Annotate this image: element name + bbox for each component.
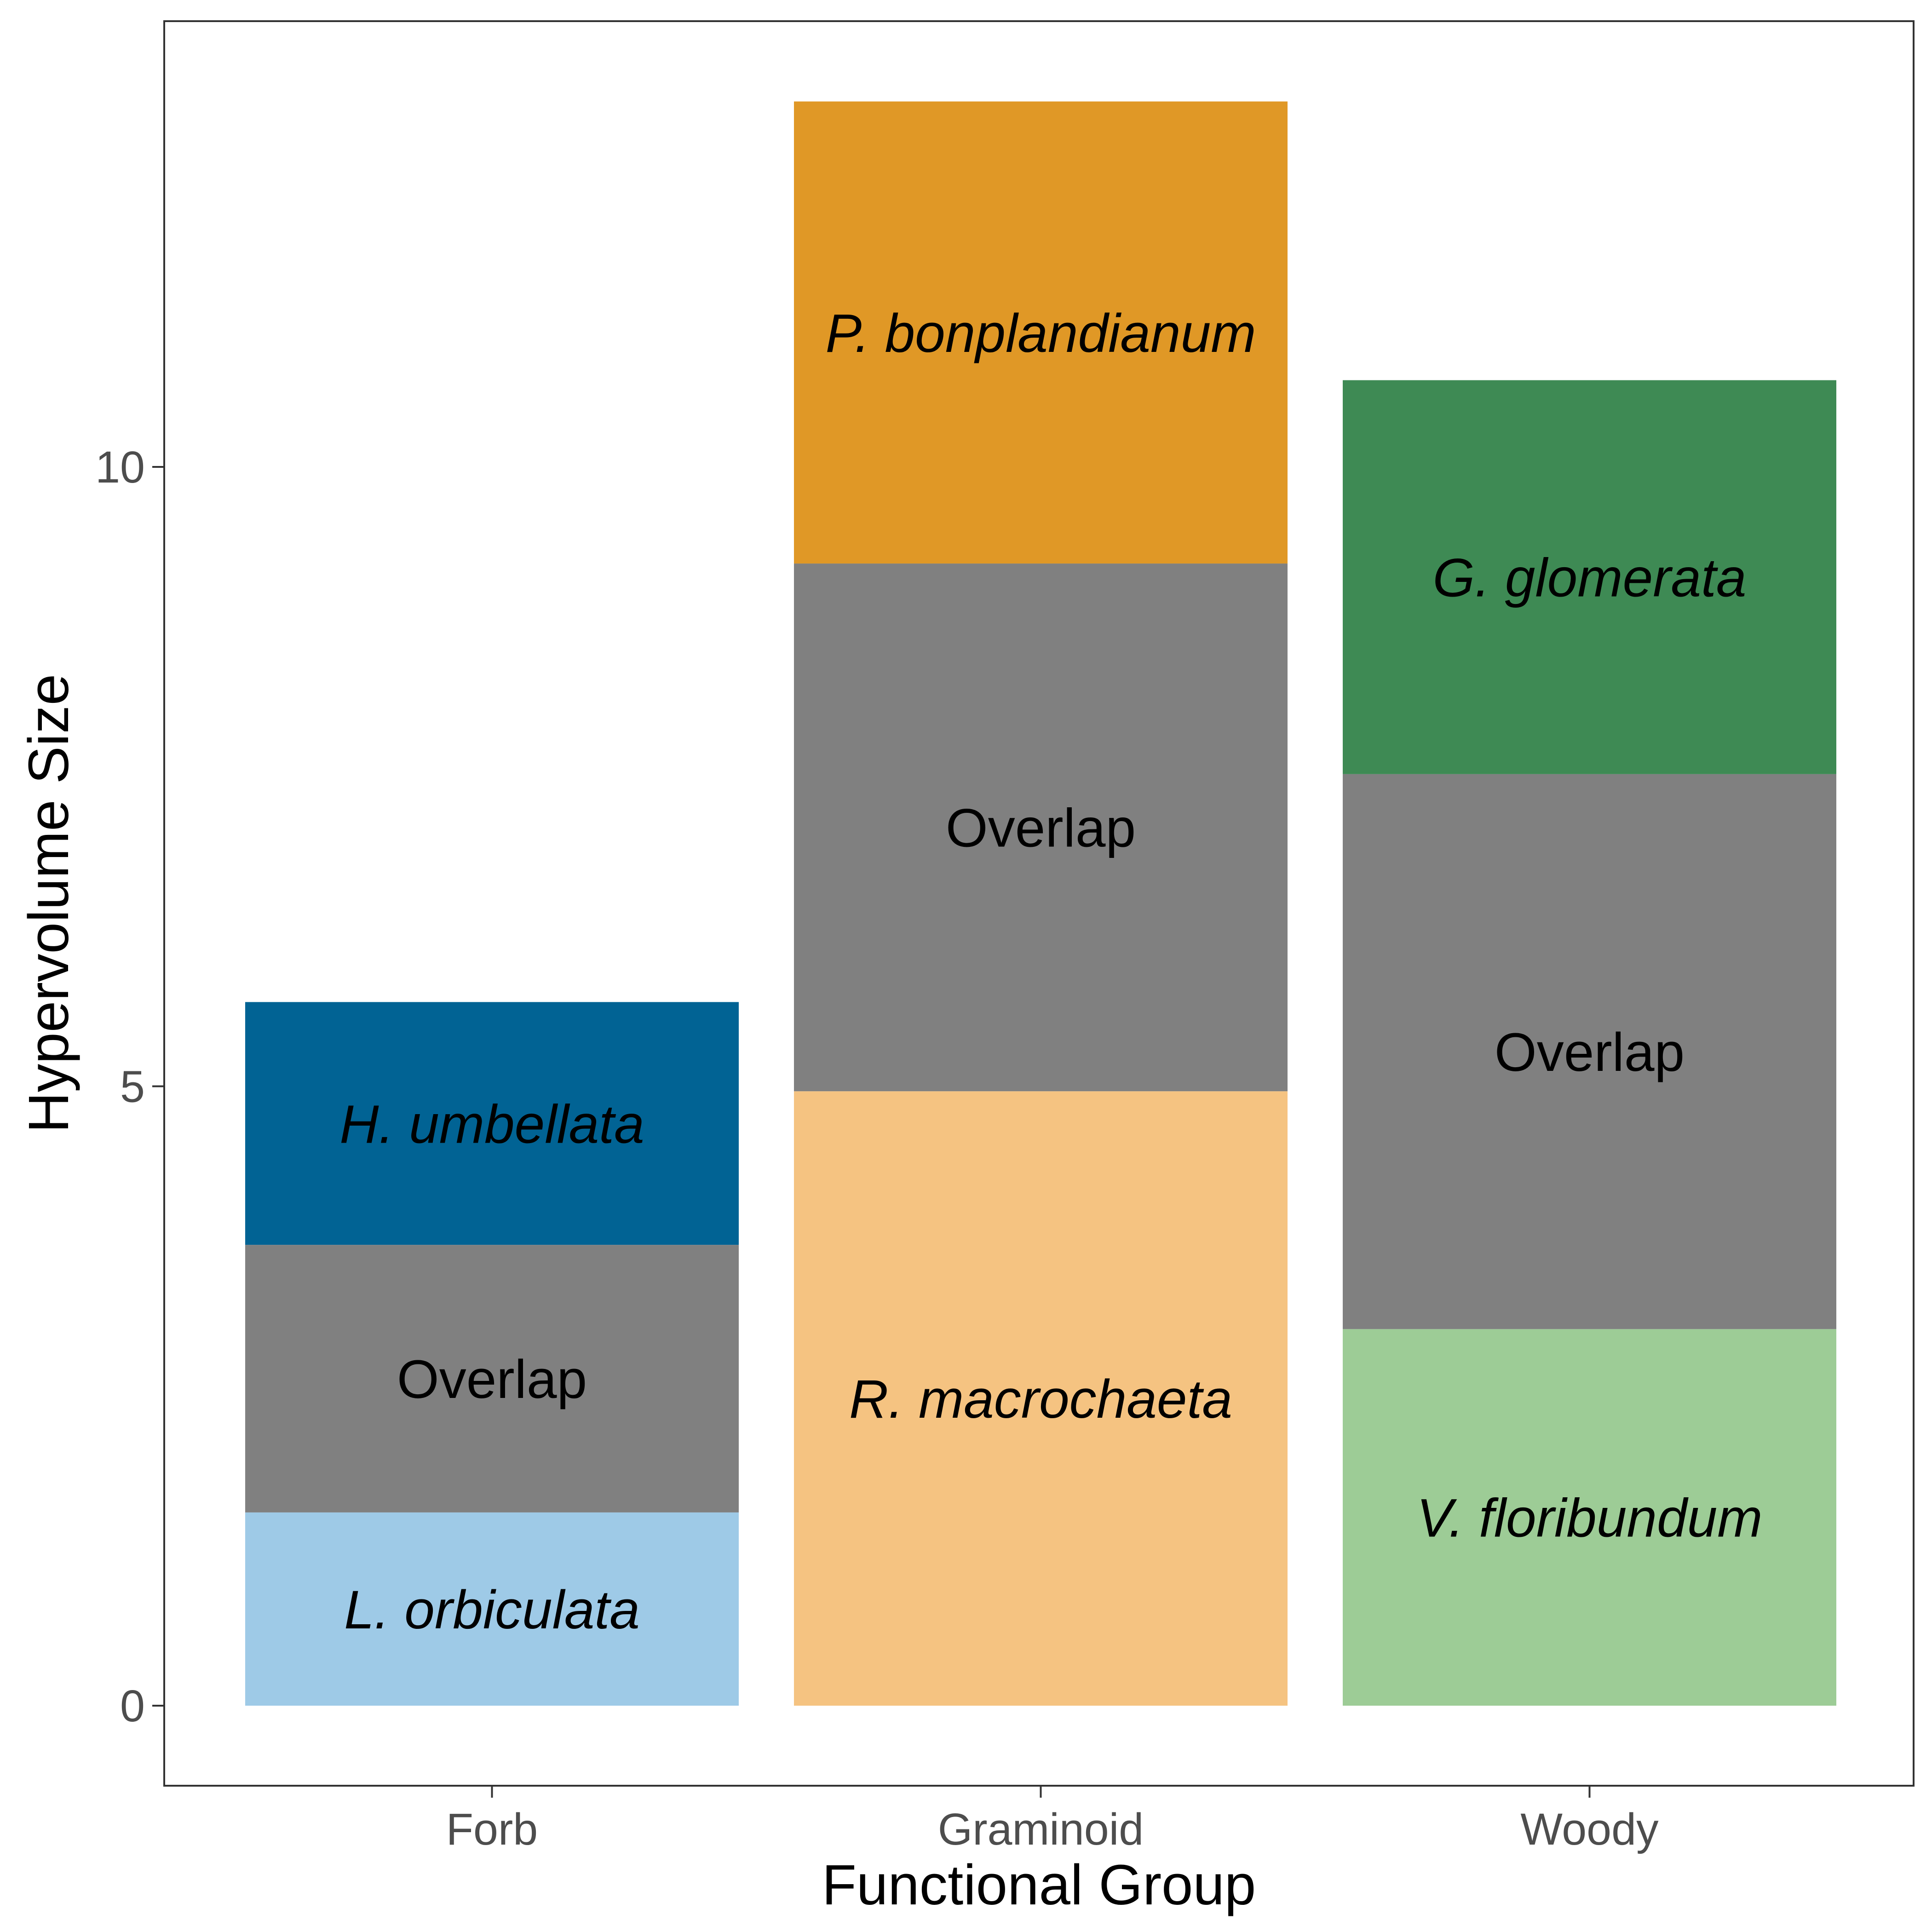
- segment-label-p-bonplandianum: P. bonplandianum: [825, 303, 1256, 364]
- y-tick-label: 0: [120, 1681, 145, 1731]
- bar-segment-overlap: [245, 1245, 739, 1512]
- bar-stack-woody: V. floribundum Overlap G. glomerata: [1343, 380, 1836, 1706]
- segment-label-v-floribundum: V. floribundum: [1416, 1488, 1762, 1549]
- bar-segment-overlap: [1343, 774, 1836, 1329]
- plot-panel-border: [163, 20, 1915, 1787]
- x-tick-label-woody: Woody: [1520, 1804, 1659, 1854]
- bar-stack-graminoid: R. macrochaeta Overlap P. bonplandianum: [794, 101, 1288, 1706]
- bar-segment-r-macrochaeta: [794, 1091, 1288, 1706]
- segment-label-r-macrochaeta: R. macrochaeta: [849, 1369, 1232, 1430]
- segment-label-l-orbiculata: L. orbiculata: [344, 1580, 640, 1640]
- segment-label-h-umbellata: H. umbellata: [339, 1094, 644, 1155]
- y-axis: 0 5 10: [95, 442, 164, 1731]
- bar-segment-overlap: [794, 564, 1288, 1092]
- bar-segment-l-orbiculata: [245, 1512, 739, 1706]
- segment-label-overlap: Overlap: [946, 798, 1136, 859]
- y-tick-label: 5: [120, 1062, 145, 1112]
- x-tick-label-graminoid: Graminoid: [938, 1804, 1144, 1854]
- bar-stack-forb: L. orbiculata Overlap H. umbellata: [245, 1002, 739, 1706]
- x-tick-label-forb: Forb: [446, 1804, 538, 1854]
- y-axis-title: Hypervolume Size: [17, 674, 80, 1133]
- bar-segment-p-bonplandianum: [794, 101, 1288, 564]
- segment-label-overlap: Overlap: [1495, 1022, 1685, 1083]
- x-axis: Forb Graminoid Woody: [446, 1786, 1659, 1854]
- x-axis-title: Functional Group: [822, 1854, 1256, 1917]
- y-tick-label: 10: [95, 442, 145, 492]
- segment-label-overlap: Overlap: [397, 1349, 587, 1410]
- segment-label-g-glomerata: G. glomerata: [1432, 548, 1746, 609]
- bar-stacks: L. orbiculata Overlap H. umbellata R. macro…: [245, 101, 1836, 1706]
- bar-segment-h-umbellata: [245, 1002, 739, 1245]
- bar-segment-v-floribundum: [1343, 1329, 1836, 1706]
- bar-segment-g-glomerata: [1343, 380, 1836, 774]
